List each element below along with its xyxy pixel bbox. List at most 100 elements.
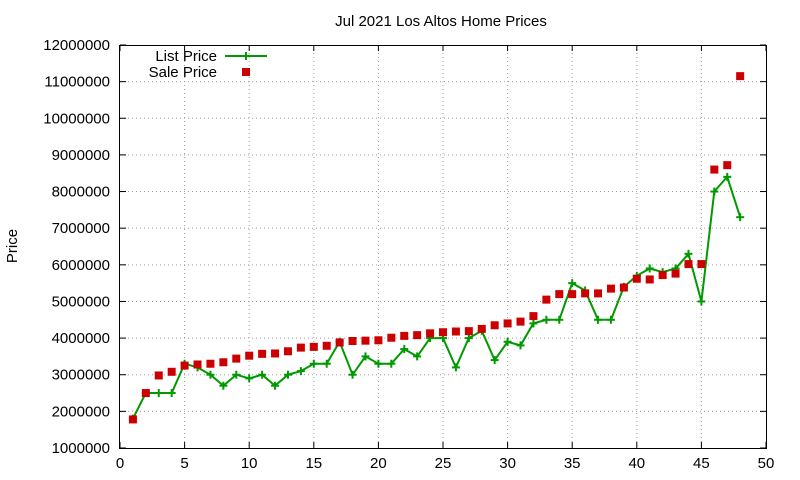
data-point-sale-price: [723, 161, 732, 170]
legend-sample-sale-price: [242, 68, 250, 76]
y-tick-label: 6000000: [52, 257, 110, 274]
legend-marker-sale-price: [242, 68, 250, 76]
data-point-sale-price: [684, 260, 693, 269]
data-point-sale-price: [477, 324, 486, 333]
data-point-sale-price: [710, 165, 719, 174]
x-tick-label: 35: [564, 455, 581, 472]
data-point-list-price: [555, 315, 564, 324]
data-point-sale-price: [374, 336, 383, 345]
data-point-list-price: [374, 359, 383, 368]
legend-label-sale-price: Sale Price: [149, 64, 217, 81]
data-point-list-price: [723, 172, 732, 181]
data-point-sale-price: [529, 312, 538, 321]
x-tick-label: 50: [758, 455, 775, 472]
legend-entry-list-price: List Price: [155, 48, 267, 65]
data-point-sale-price: [581, 289, 590, 298]
x-tick-label: 25: [435, 455, 452, 472]
data-point-list-price: [296, 367, 305, 376]
legend: List Price Sale Price: [149, 48, 267, 81]
x-tick-label: 5: [180, 455, 188, 472]
data-point-sale-price: [128, 415, 137, 424]
data-point-list-price: [219, 381, 228, 390]
data-point-sale-price: [568, 290, 577, 299]
data-point-list-price: [490, 356, 499, 365]
data-point-sale-price: [296, 343, 305, 352]
data-point-sale-price: [426, 329, 435, 338]
y-tick-label: 3000000: [52, 367, 110, 384]
data-point-list-price: [451, 363, 460, 372]
data-point-sale-price: [736, 72, 745, 81]
data-point-list-price: [387, 359, 396, 368]
data-point-sale-price: [464, 327, 473, 336]
data-point-list-price: [684, 249, 693, 258]
plot-frame: [119, 45, 767, 449]
y-axis-ticks: 1000000 2000000 3000000 4000000 5000000 60000…: [43, 37, 766, 457]
data-point-list-price: [400, 345, 409, 354]
data-point-sale-price: [206, 359, 215, 368]
data-point-sale-price: [503, 319, 512, 328]
data-point-sale-price: [258, 349, 267, 358]
y-tick-label: 9000000: [52, 147, 110, 164]
data-point-sale-price: [387, 333, 396, 342]
legend-entry-sale-price: Sale Price: [149, 64, 250, 81]
x-tick-label: 20: [370, 455, 387, 472]
data-point-sale-price: [645, 275, 654, 284]
data-point-sale-price: [516, 317, 525, 326]
y-tick-label: 10000000: [43, 110, 110, 127]
data-point-sale-price: [413, 331, 422, 340]
y-tick-label: 4000000: [52, 330, 110, 347]
data-point-sale-price: [219, 358, 228, 367]
data-point-list-price: [606, 315, 615, 324]
data-point-list-price: [348, 370, 357, 379]
series-line-list-price: [132, 174, 742, 420]
data-point-sale-price: [271, 349, 280, 358]
data-point-list-price: [271, 381, 280, 390]
legend-sample-list-price: [225, 52, 267, 60]
data-point-list-price: [154, 389, 163, 398]
data-point-list-price: [322, 359, 331, 368]
grid: [120, 45, 766, 448]
y-tick-label: 2000000: [52, 403, 110, 420]
data-point-sale-price: [167, 367, 176, 376]
data-point-sale-price: [400, 331, 409, 340]
data-point-sale-price: [322, 341, 331, 350]
data-point-sale-price: [594, 289, 603, 298]
data-point-list-price: [529, 319, 538, 328]
data-point-sale-price: [283, 347, 292, 356]
data-point-list-price: [309, 359, 318, 368]
legend-marker-list-price: [242, 52, 250, 60]
data-point-list-price: [361, 352, 370, 361]
data-point-sale-price: [154, 371, 163, 380]
data-point-sale-price: [542, 295, 551, 304]
y-tick-label: 5000000: [52, 293, 110, 310]
data-point-list-price: [206, 370, 215, 379]
data-point-list-price: [568, 279, 577, 288]
data-point-list-price: [736, 213, 745, 222]
data-point-list-price: [710, 187, 719, 196]
data-point-list-price: [258, 370, 267, 379]
data-point-sale-price: [490, 321, 499, 330]
data-point-sale-price: [555, 290, 564, 299]
data-point-sale-price: [671, 269, 680, 278]
y-tick-label: 8000000: [52, 184, 110, 201]
data-point-sale-price: [335, 338, 344, 347]
data-point-sale-price: [658, 271, 667, 280]
data-point-sale-price: [309, 342, 318, 351]
x-tick-label: 30: [499, 455, 516, 472]
data-point-sale-price: [606, 284, 615, 293]
data-point-sale-price: [193, 360, 202, 369]
data-point-sale-price: [180, 361, 189, 370]
x-tick-label: 45: [693, 455, 710, 472]
data-point-list-price: [697, 297, 706, 306]
data-point-sale-price: [141, 389, 150, 398]
data-point-sale-price: [232, 354, 241, 363]
data-point-list-price: [283, 370, 292, 379]
data-point-list-price: [245, 374, 254, 383]
y-tick-label: 1000000: [52, 440, 110, 457]
data-point-sale-price: [619, 283, 628, 292]
x-tick-label: 40: [628, 455, 645, 472]
data-point-sale-price: [361, 336, 370, 345]
y-axis-label: Price: [4, 229, 21, 263]
data-point-list-price: [594, 315, 603, 324]
data-point-list-price: [542, 315, 551, 324]
